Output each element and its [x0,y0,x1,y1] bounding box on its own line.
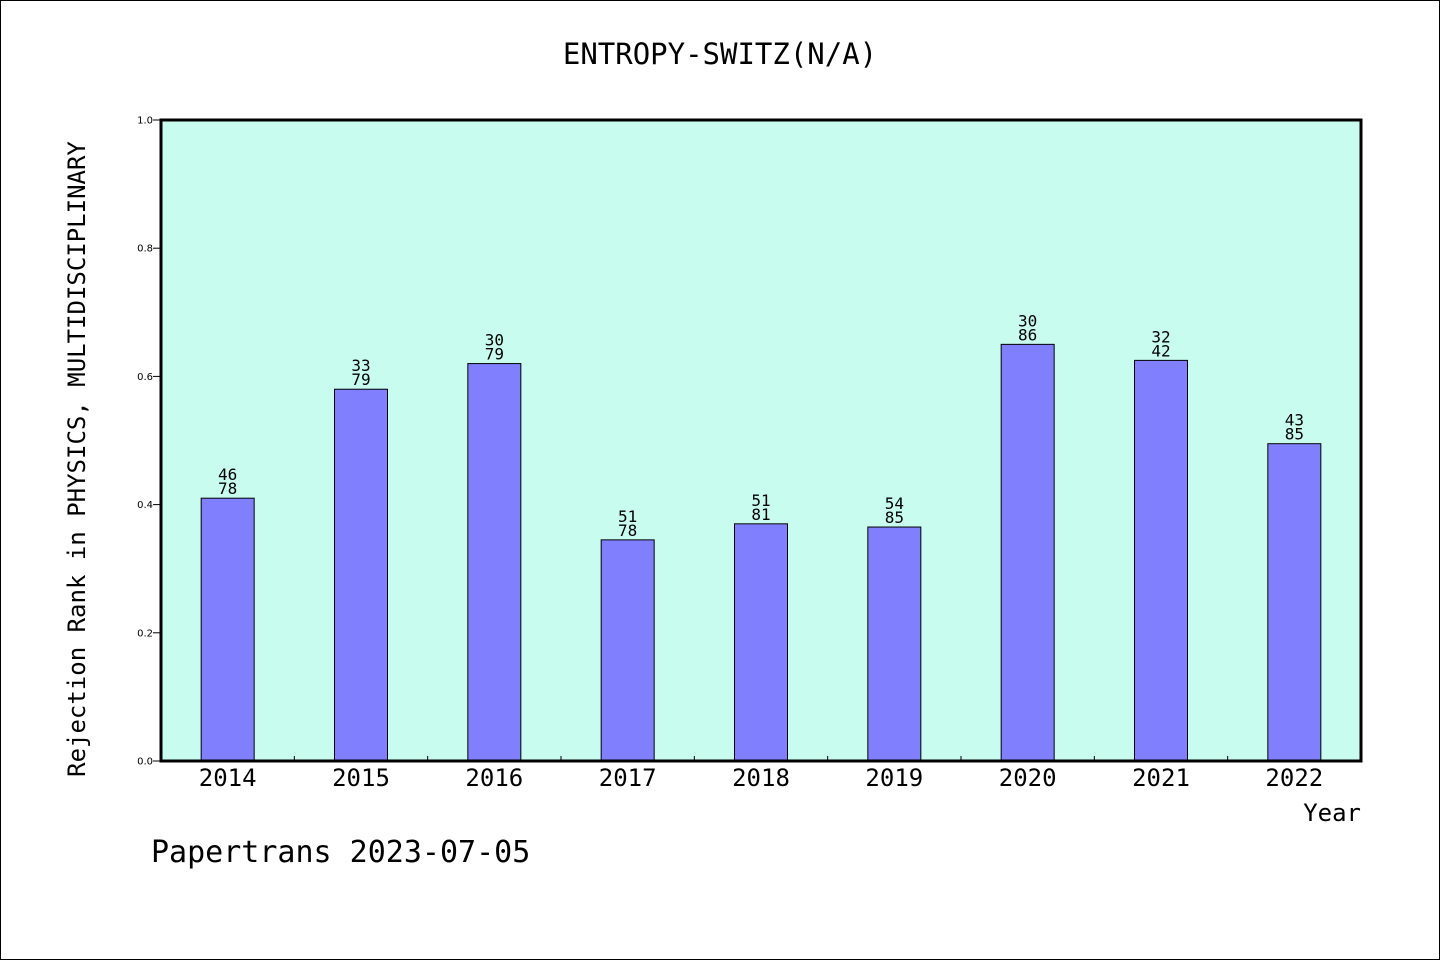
x-tick-label: 2019 [865,764,923,792]
x-tick-label: 2018 [732,764,790,792]
bar-count-label: 54 [885,494,904,513]
chart-frame: ENTROPY-SWITZ(N/A) Rejection Rank in PHY… [0,0,1440,960]
x-tick-label: 2014 [199,764,257,792]
bar [1135,360,1188,761]
bar [1001,344,1054,761]
y-tick-label: 0.8 [137,244,153,255]
bar [868,527,921,761]
x-tick-label: 2022 [1265,764,1323,792]
bar [201,498,254,761]
x-tick-label: 2017 [599,764,657,792]
y-tick-label: 1.0 [137,116,153,127]
bar-count-label: 51 [618,507,637,526]
bar-chart: 0.00.20.40.60.81.07846201479332015793020… [1,1,1439,959]
bar-count-label: 33 [351,356,370,375]
x-tick-label: 2015 [332,764,390,792]
bar [601,540,654,761]
x-tick-label: 2021 [1132,764,1190,792]
bar-count-label: 30 [1018,311,1037,330]
bar-count-label: 51 [751,491,770,510]
bar-count-label: 43 [1285,411,1304,430]
x-tick-label: 2016 [465,764,523,792]
bar [468,364,521,761]
y-tick-label: 0.2 [137,628,153,639]
footer-text: Papertrans 2023-07-05 [151,835,530,870]
y-tick-label: 0.4 [137,500,153,511]
x-axis-label: Year [1303,799,1361,827]
y-tick-label: 0.6 [137,372,153,383]
bar [735,524,788,761]
bar [335,389,388,761]
y-tick-label: 0.0 [137,757,153,768]
bar-count-label: 30 [485,331,504,350]
bar-count-label: 32 [1151,327,1170,346]
x-tick-label: 2020 [999,764,1057,792]
bar-count-label: 46 [218,465,237,484]
bar [1268,444,1321,761]
